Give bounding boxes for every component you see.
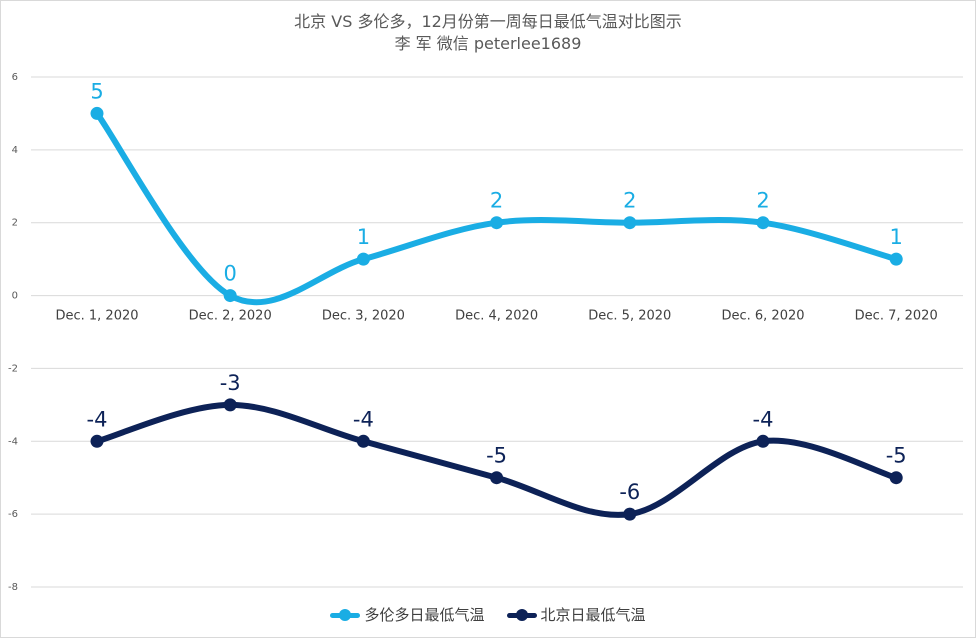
y-tick-label: -2 — [8, 363, 18, 374]
data-point — [356, 252, 370, 266]
y-tick-label: 2 — [12, 218, 18, 229]
x-tick-label: Dec. 3, 2020 — [322, 309, 405, 324]
data-label: 2 — [623, 189, 636, 213]
data-point — [623, 507, 637, 521]
data-point — [490, 216, 504, 230]
data-point — [223, 289, 237, 303]
data-point — [90, 434, 104, 448]
data-label: 2 — [490, 189, 503, 213]
y-tick-label: 0 — [12, 291, 18, 302]
x-tick-label: Dec. 2, 2020 — [189, 309, 272, 324]
data-point — [889, 471, 903, 485]
x-tick-label: Dec. 1, 2020 — [55, 309, 138, 324]
data-point — [490, 471, 504, 485]
x-tick-label: Dec. 7, 2020 — [855, 309, 938, 324]
y-tick-label: -8 — [8, 582, 18, 593]
chart-title: 北京 VS 多伦多，12月份第一周每日最低气温对比图示 — [294, 12, 682, 31]
legend-label: 北京日最低气温 — [540, 606, 646, 624]
data-point — [756, 216, 770, 230]
data-point — [223, 398, 237, 412]
data-label: -4 — [87, 407, 108, 431]
chart-title-block: 北京 VS 多伦多，12月份第一周每日最低气温对比图示 李 军 微信 peter… — [1, 11, 975, 55]
x-tick-label: Dec. 6, 2020 — [721, 309, 804, 324]
legend-item-2: 北京日最低气温 — [506, 604, 646, 625]
data-label: 5 — [90, 79, 103, 103]
legend-item-1: 多伦多日最低气温 — [330, 604, 485, 625]
y-tick-label: 6 — [12, 72, 18, 83]
data-label: 2 — [756, 189, 769, 213]
data-label: -4 — [353, 407, 374, 431]
data-label: -6 — [619, 480, 640, 504]
data-label: -3 — [220, 371, 241, 395]
x-tick-label: Dec. 4, 2020 — [455, 309, 538, 324]
legend-swatch — [330, 608, 361, 621]
data-label: -5 — [886, 444, 907, 468]
data-label: -5 — [486, 444, 507, 468]
y-tick-label: -6 — [8, 509, 18, 520]
chart-subtitle: 李 军 微信 peterlee1689 — [394, 34, 582, 53]
chart-legend: 多伦多日最低气温 北京日最低气温 — [1, 604, 975, 625]
data-point — [623, 216, 637, 230]
data-label: 1 — [357, 225, 370, 249]
legend-swatch — [506, 608, 537, 621]
y-tick-label: 4 — [12, 145, 18, 156]
data-point — [356, 434, 370, 448]
data-point — [889, 252, 903, 266]
data-label: 0 — [224, 262, 237, 286]
data-label: 1 — [890, 225, 903, 249]
data-label: -4 — [753, 407, 774, 431]
x-tick-label: Dec. 5, 2020 — [588, 309, 671, 324]
data-point — [90, 106, 104, 120]
legend-label: 多伦多日最低气温 — [364, 606, 485, 624]
y-tick-label: -4 — [8, 436, 18, 447]
data-point — [756, 434, 770, 448]
